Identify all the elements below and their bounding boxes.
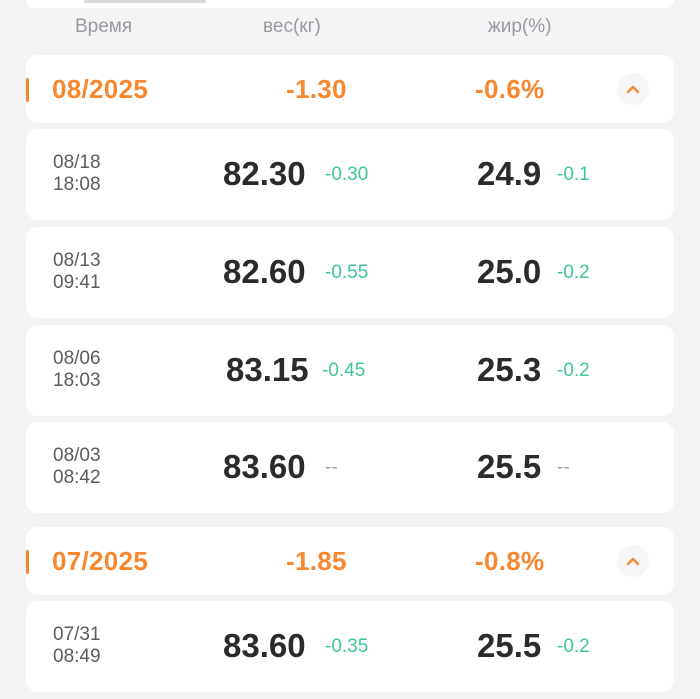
header-fat: жир(%) (488, 16, 552, 37)
entry-weight: 82.60 (223, 253, 306, 290)
entry-weight-delta: -- (325, 457, 338, 478)
entry-date: 08/06 (53, 348, 101, 369)
entry-weight-delta: -0.45 (322, 360, 366, 381)
entry-fat: 25.5 (477, 627, 542, 664)
entry-fat: 25.3 (477, 351, 542, 388)
entry-time: 09:41 (53, 272, 101, 293)
measurement-row[interactable]: 08/03 08:42 83.60 -- 25.5 -- (26, 422, 674, 513)
chevron-up-icon (626, 557, 640, 566)
entry-fat-delta: -0.2 (557, 636, 590, 657)
entry-date: 08/13 (53, 250, 101, 271)
month-summary-07-2025[interactable]: 07/2025 -1.85 -0.8% (26, 527, 674, 595)
measurement-row[interactable]: 07/31 08:49 83.60 -0.35 25.5 -0.2 (26, 601, 674, 692)
header-time: Время (75, 16, 133, 37)
entry-fat: 25.0 (477, 253, 542, 290)
measurement-row[interactable]: 08/06 18:03 83.15 -0.45 25.3 -0.2 (26, 325, 674, 416)
month-summary-08-2025[interactable]: 08/2025 -1.30 -0.6% (26, 55, 674, 123)
entry-time: 08:49 (53, 646, 101, 667)
entry-weight-delta: -0.35 (325, 636, 369, 657)
entry-fat: 24.9 (477, 155, 542, 192)
entry-weight-delta: -0.30 (325, 164, 369, 185)
entry-weight-delta: -0.55 (325, 262, 369, 283)
entry-fat-delta: -0.2 (557, 360, 590, 381)
entry-fat-delta: -0.2 (557, 262, 590, 283)
entry-fat: 25.5 (477, 448, 542, 485)
measurement-row[interactable]: 08/13 09:41 82.60 -0.55 25.0 -0.2 (26, 227, 674, 318)
column-header: Время вес(кг) жир(%) (0, 10, 700, 46)
scroll-thumb[interactable] (84, 0, 206, 3)
collapse-month-button[interactable] (617, 545, 649, 577)
entry-fat-delta: -- (557, 457, 570, 478)
chevron-up-icon (626, 85, 640, 94)
entry-weight: 82.30 (223, 155, 306, 192)
entry-weight: 83.60 (223, 448, 306, 485)
entry-date: 08/18 (53, 152, 101, 173)
month-fat-change: -0.8% (475, 546, 545, 576)
month-accent-bar (26, 78, 29, 102)
header-weight: вес(кг) (263, 16, 321, 37)
month-label: 08/2025 (52, 74, 149, 104)
entry-date: 08/03 (53, 445, 101, 466)
entry-fat-delta: -0.1 (557, 164, 590, 185)
month-label: 07/2025 (52, 546, 149, 576)
entry-time: 18:03 (53, 370, 101, 391)
measurement-row[interactable]: 08/18 18:08 82.30 -0.30 24.9 -0.1 (26, 129, 674, 220)
entry-weight: 83.60 (223, 627, 306, 664)
entry-weight: 83.15 (226, 351, 309, 388)
month-weight-change: -1.30 (286, 74, 347, 104)
entry-time: 08:42 (53, 467, 101, 488)
month-accent-bar (26, 550, 29, 574)
month-fat-change: -0.6% (475, 74, 545, 104)
entry-date: 07/31 (53, 624, 101, 645)
collapse-month-button[interactable] (617, 73, 649, 105)
previous-card-edge (26, 0, 674, 8)
month-weight-change: -1.85 (286, 546, 347, 576)
entry-time: 18:08 (53, 174, 101, 195)
